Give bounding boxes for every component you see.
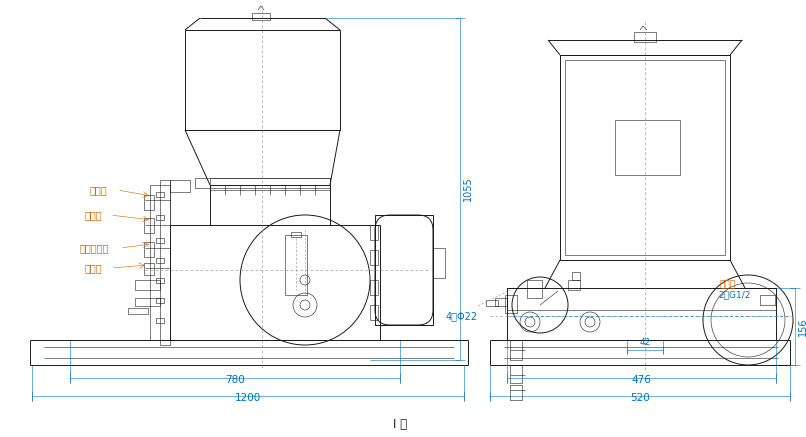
Bar xyxy=(486,300,498,306)
Text: 520: 520 xyxy=(630,393,650,403)
Bar xyxy=(156,278,164,283)
Text: 2－G1/2: 2－G1/2 xyxy=(718,291,750,299)
Bar xyxy=(565,60,725,255)
Text: 1055: 1055 xyxy=(463,177,473,201)
Bar xyxy=(144,218,154,233)
Text: 4－Φ22: 4－Φ22 xyxy=(446,311,478,321)
Bar xyxy=(510,385,522,400)
Bar xyxy=(370,305,378,320)
Bar xyxy=(144,263,154,275)
Text: 156: 156 xyxy=(798,318,806,336)
Bar xyxy=(128,308,148,314)
Bar xyxy=(156,238,164,243)
Bar xyxy=(144,242,154,257)
Bar xyxy=(252,13,270,20)
Text: 476: 476 xyxy=(632,375,651,385)
Bar xyxy=(527,280,542,298)
Text: 42: 42 xyxy=(639,338,650,347)
Text: 出油口: 出油口 xyxy=(720,281,736,289)
Text: Ⅰ 型: Ⅰ 型 xyxy=(393,419,407,431)
Bar xyxy=(510,365,522,383)
Bar xyxy=(370,225,378,240)
Bar xyxy=(615,120,680,175)
Bar xyxy=(510,340,522,360)
Text: 1200: 1200 xyxy=(235,393,261,403)
Bar xyxy=(156,298,164,303)
Bar xyxy=(572,272,580,280)
Bar xyxy=(375,215,433,325)
Text: 压力表: 压力表 xyxy=(85,210,102,220)
Bar xyxy=(285,235,307,295)
Bar xyxy=(156,192,164,197)
Bar xyxy=(370,250,378,265)
Bar xyxy=(560,55,730,260)
Bar xyxy=(760,295,775,305)
Bar xyxy=(210,178,330,190)
Bar xyxy=(170,225,380,340)
Bar xyxy=(634,32,656,42)
Bar xyxy=(433,248,445,278)
Bar xyxy=(170,180,190,192)
Bar xyxy=(195,178,330,188)
Text: 集油器: 集油器 xyxy=(85,263,102,273)
Bar xyxy=(291,232,301,237)
Text: 780: 780 xyxy=(225,375,245,385)
Bar xyxy=(568,280,580,290)
Bar xyxy=(150,185,170,340)
Text: 溢流阀: 溢流阀 xyxy=(90,185,108,195)
Bar xyxy=(507,288,776,340)
Text: 二位四通阀: 二位四通阀 xyxy=(80,243,110,253)
Bar xyxy=(495,298,507,306)
Bar xyxy=(185,30,340,130)
Bar xyxy=(160,180,170,345)
Bar xyxy=(370,280,378,295)
Bar xyxy=(135,280,160,290)
Bar xyxy=(144,195,154,210)
Bar xyxy=(135,298,160,306)
Bar xyxy=(156,215,164,220)
Bar xyxy=(156,318,164,323)
Bar xyxy=(156,258,164,263)
Bar xyxy=(505,295,517,313)
